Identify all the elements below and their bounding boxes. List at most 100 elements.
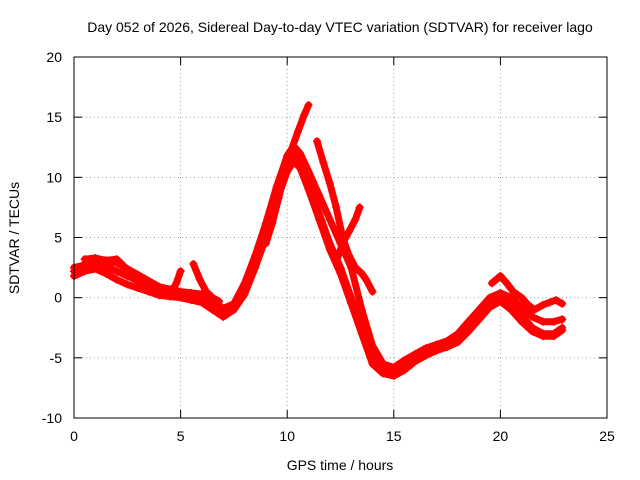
data-point — [133, 284, 142, 293]
data-point — [155, 291, 164, 300]
data-point — [432, 340, 441, 349]
data-point — [368, 359, 377, 368]
data-point — [293, 127, 302, 136]
data-point — [517, 293, 526, 302]
data-point — [155, 282, 164, 291]
data-point — [197, 298, 206, 307]
data-point — [485, 303, 494, 312]
data-point — [362, 275, 371, 284]
series-track-5 — [313, 137, 377, 296]
data-point — [443, 336, 452, 345]
data-point — [357, 269, 366, 278]
series-track-3 — [70, 142, 567, 372]
data-point — [208, 293, 217, 302]
y-tick-label: 15 — [46, 109, 62, 125]
data-point — [464, 327, 473, 336]
data-point — [300, 110, 309, 119]
data-point — [133, 270, 142, 279]
x-tick-label: 20 — [493, 428, 509, 444]
data-point — [332, 203, 341, 212]
data-point — [112, 255, 121, 264]
x-tick-label: 0 — [70, 428, 78, 444]
data-point — [295, 163, 304, 172]
data-point — [558, 315, 567, 324]
data-point — [551, 296, 560, 305]
data-point — [325, 179, 334, 188]
data-point — [400, 356, 409, 365]
data-point — [165, 291, 174, 300]
chart-title: Day 052 of 2026, Sidereal Day-to-day VTE… — [87, 19, 593, 35]
data-point — [214, 297, 223, 306]
data-point — [176, 287, 185, 296]
data-point — [507, 293, 516, 302]
data-point — [421, 344, 430, 353]
data-point — [295, 149, 304, 158]
data-point — [558, 326, 567, 335]
x-tick-label: 25 — [599, 428, 615, 444]
data-point — [496, 272, 505, 281]
data-point — [268, 219, 277, 228]
data-point — [251, 251, 260, 260]
data-point — [119, 261, 128, 270]
data-point — [368, 341, 377, 350]
data-point — [91, 264, 100, 273]
data-point — [351, 263, 360, 272]
data-point — [319, 158, 328, 167]
x-tick-label: 10 — [279, 428, 295, 444]
y-axis-label: SDTVAR / TECUs — [6, 182, 22, 294]
data-point — [549, 317, 558, 326]
data-point — [325, 215, 334, 224]
data-point — [202, 287, 211, 296]
data-point — [400, 365, 409, 374]
data-point — [195, 275, 204, 284]
data-point — [313, 137, 322, 146]
data-point — [464, 317, 473, 326]
data-point — [123, 264, 132, 273]
data-point — [345, 227, 354, 236]
data-point — [421, 351, 430, 360]
x-tick-label: 15 — [386, 428, 402, 444]
data-point — [453, 329, 462, 338]
y-tick-label: -5 — [50, 350, 63, 366]
data-point — [144, 287, 153, 296]
data-point — [315, 191, 324, 200]
data-point — [357, 305, 366, 314]
data-point — [379, 359, 388, 368]
data-point — [528, 327, 537, 336]
data-point — [549, 332, 558, 341]
data-point — [315, 215, 324, 224]
data-point — [453, 338, 462, 347]
data-point — [240, 279, 249, 288]
series-band — [70, 142, 566, 371]
data-point — [219, 304, 228, 313]
x-tick-label: 5 — [177, 428, 185, 444]
y-tick-label: 0 — [54, 290, 62, 306]
data-point — [123, 280, 132, 289]
data-point — [219, 312, 228, 321]
data-point — [496, 297, 505, 306]
data-point — [496, 288, 505, 297]
data-point — [475, 315, 484, 324]
data-point — [389, 371, 398, 380]
data-point — [144, 276, 153, 285]
data-point — [112, 275, 121, 284]
data-point — [485, 293, 494, 302]
data-point — [502, 279, 511, 288]
series-track-10 — [80, 253, 128, 270]
data-point — [101, 256, 110, 265]
y-tick-label: 5 — [54, 230, 62, 246]
data-point — [287, 145, 296, 154]
data-point — [347, 299, 356, 308]
data-point — [379, 369, 388, 378]
data-point — [475, 305, 484, 314]
data-point — [517, 303, 526, 312]
data-point — [172, 279, 181, 288]
data-point — [304, 185, 313, 194]
data-point — [517, 317, 526, 326]
y-tick-label: -10 — [42, 410, 62, 426]
series-track-4 — [261, 101, 313, 248]
data-point — [507, 305, 516, 314]
x-axis-label: GPS time / hours — [287, 457, 394, 473]
data-point — [368, 287, 377, 296]
